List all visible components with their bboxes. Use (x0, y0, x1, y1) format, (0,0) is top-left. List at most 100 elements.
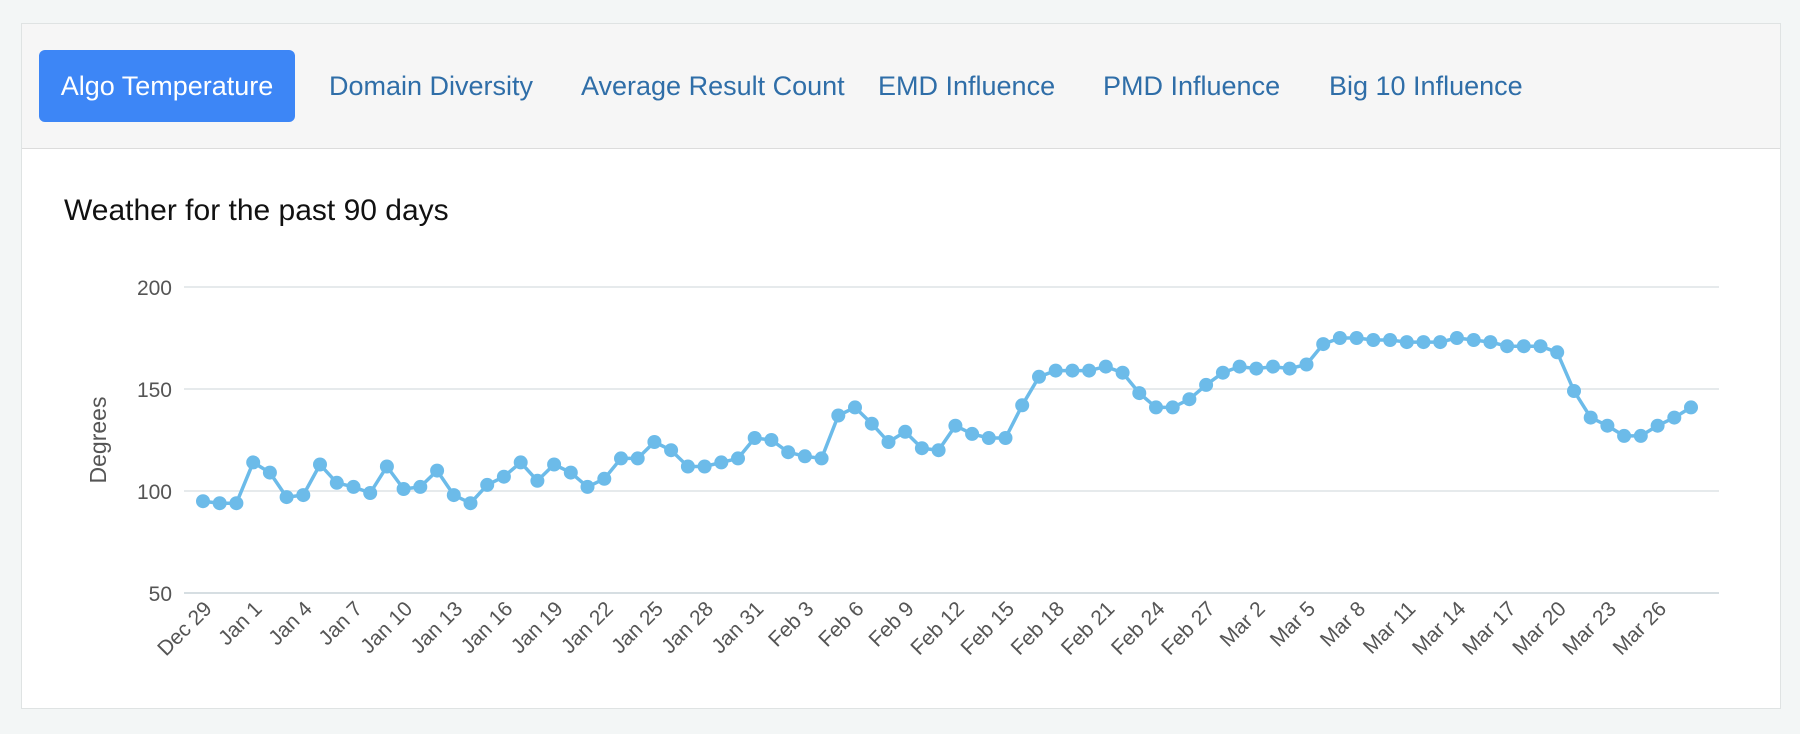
data-point[interactable] (430, 463, 445, 478)
data-point[interactable] (614, 451, 628, 466)
data-point[interactable] (229, 496, 244, 511)
data-point[interactable] (1583, 410, 1598, 425)
data-point[interactable] (931, 443, 946, 458)
data-point[interactable] (313, 457, 327, 472)
tab-average-result-count[interactable]: Average Result Count (581, 71, 845, 101)
data-point[interactable] (496, 469, 511, 484)
data-point[interactable] (563, 465, 578, 480)
data-point[interactable] (246, 455, 261, 470)
data-point[interactable] (1667, 410, 1682, 425)
data-point[interactable] (513, 455, 528, 470)
data-point[interactable] (1416, 335, 1431, 350)
data-point[interactable] (363, 486, 378, 500)
x-tick-label: Jan 19 (507, 597, 568, 658)
data-point[interactable] (1098, 359, 1113, 374)
data-point[interactable] (1533, 339, 1548, 354)
data-point[interactable] (1149, 400, 1163, 415)
data-point[interactable] (212, 496, 227, 511)
x-tick-label: Feb 24 (1107, 597, 1170, 660)
data-point[interactable] (346, 479, 361, 494)
data-point[interactable] (1132, 386, 1147, 401)
data-point[interactable] (764, 433, 779, 447)
y-tick-label: 100 (137, 481, 172, 504)
data-point[interactable] (797, 449, 812, 464)
data-point[interactable] (981, 431, 996, 445)
data-point[interactable] (1316, 337, 1331, 352)
data-point[interactable] (664, 443, 679, 458)
data-point[interactable] (1299, 357, 1314, 372)
data-point[interactable] (1633, 428, 1648, 443)
data-point[interactable] (1567, 384, 1581, 398)
data-point[interactable] (1600, 418, 1615, 433)
data-point[interactable] (1015, 398, 1030, 413)
data-point[interactable] (1065, 363, 1080, 378)
data-point[interactable] (1165, 400, 1180, 415)
data-point[interactable] (1684, 400, 1698, 415)
data-point[interactable] (1182, 392, 1197, 407)
data-point[interactable] (480, 477, 495, 492)
data-point[interactable] (296, 488, 311, 503)
data-point[interactable] (864, 416, 879, 431)
tab-domain-diversity[interactable]: Domain Diversity (329, 71, 534, 101)
data-point[interactable] (329, 475, 344, 490)
data-point[interactable] (1449, 331, 1464, 345)
data-point[interactable] (747, 431, 762, 445)
data-point[interactable] (1082, 363, 1097, 378)
data-point[interactable] (1249, 361, 1264, 376)
data-point[interactable] (1266, 359, 1280, 374)
data-point[interactable] (547, 457, 562, 472)
data-point[interactable] (1399, 335, 1414, 350)
data-point[interactable] (530, 473, 545, 488)
data-point[interactable] (848, 400, 862, 415)
data-point[interactable] (1199, 377, 1214, 392)
data-point[interactable] (1282, 361, 1297, 376)
data-point[interactable] (413, 479, 428, 494)
data-point[interactable] (396, 482, 411, 496)
data-point[interactable] (1115, 365, 1130, 380)
data-point[interactable] (1466, 333, 1481, 347)
tab-pmd-influence[interactable]: PMD Influence (1103, 71, 1281, 101)
tab-big-10-influence[interactable]: Big 10 Influence (1329, 71, 1523, 101)
data-point[interactable] (1366, 333, 1381, 347)
tab-emd-influence[interactable]: EMD Influence (878, 71, 1056, 101)
data-point[interactable] (965, 426, 980, 441)
data-point[interactable] (998, 431, 1013, 445)
data-point[interactable] (379, 459, 394, 474)
data-point[interactable] (1332, 331, 1347, 345)
data-point[interactable] (630, 451, 645, 466)
data-point[interactable] (463, 496, 478, 511)
data-point[interactable] (1032, 369, 1046, 384)
data-point[interactable] (731, 451, 745, 466)
data-point[interactable] (697, 459, 712, 474)
data-point[interactable] (597, 471, 612, 486)
data-point[interactable] (680, 459, 695, 474)
data-point[interactable] (1383, 333, 1398, 347)
data-point[interactable] (831, 408, 846, 423)
data-point[interactable] (1349, 331, 1364, 345)
x-tick-label: Jan 25 (607, 597, 668, 658)
data-point[interactable] (898, 424, 913, 439)
data-point[interactable] (1215, 365, 1230, 380)
data-point[interactable] (1617, 428, 1632, 443)
data-point[interactable] (948, 418, 963, 433)
data-point[interactable] (446, 488, 461, 503)
data-point[interactable] (1433, 335, 1448, 350)
data-point[interactable] (580, 479, 595, 494)
data-point[interactable] (1650, 418, 1665, 433)
data-point[interactable] (279, 490, 294, 505)
data-point[interactable] (1516, 339, 1531, 354)
data-point[interactable] (881, 435, 896, 449)
data-point[interactable] (1483, 335, 1498, 350)
data-point[interactable] (1048, 363, 1063, 378)
data-point[interactable] (1550, 345, 1565, 360)
data-point[interactable] (1500, 339, 1515, 354)
data-point[interactable] (647, 435, 662, 449)
data-point[interactable] (914, 441, 929, 456)
tab-algo-temperature[interactable]: Algo Temperature (39, 50, 295, 122)
data-point[interactable] (814, 451, 829, 466)
data-point[interactable] (196, 494, 210, 509)
data-point[interactable] (714, 455, 729, 470)
data-point[interactable] (781, 445, 796, 460)
data-point[interactable] (1232, 359, 1247, 374)
data-point[interactable] (262, 465, 277, 480)
